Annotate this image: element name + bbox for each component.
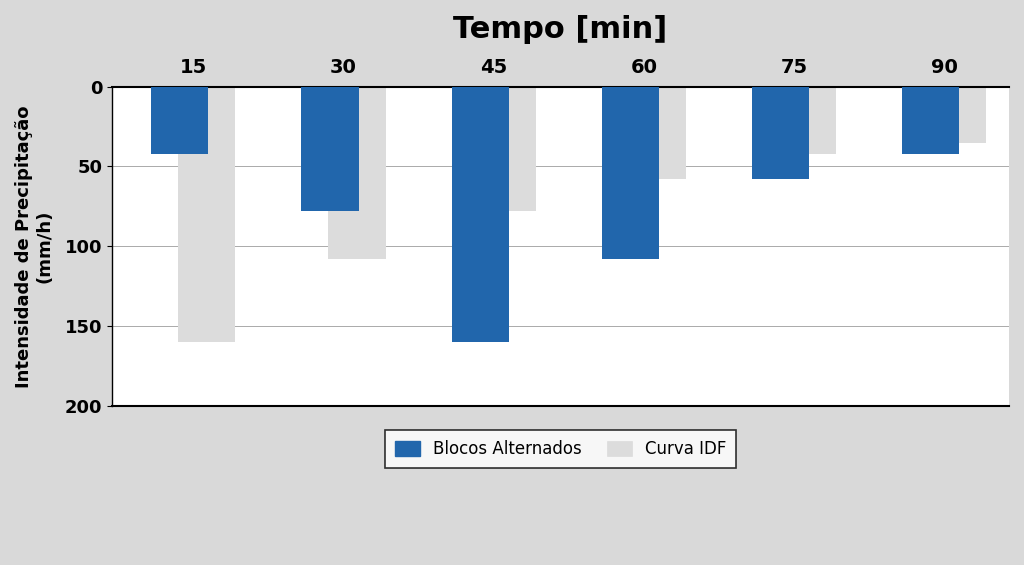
Bar — [902, 86, 959, 154]
Bar — [930, 86, 986, 142]
Title: Tempo [min]: Tempo [min] — [454, 15, 668, 44]
Bar — [329, 86, 386, 259]
Bar — [452, 86, 509, 342]
Bar — [478, 86, 536, 211]
Bar — [301, 86, 358, 211]
Y-axis label: Intensidade de Precipitação
(mm/h): Intensidade de Precipitação (mm/h) — [15, 105, 54, 388]
Legend: Blocos Alternados, Curva IDF: Blocos Alternados, Curva IDF — [385, 430, 736, 468]
Bar — [629, 86, 686, 179]
Bar — [602, 86, 659, 259]
Bar — [178, 86, 236, 342]
Bar — [779, 86, 837, 154]
Bar — [152, 86, 208, 154]
Bar — [752, 86, 809, 179]
